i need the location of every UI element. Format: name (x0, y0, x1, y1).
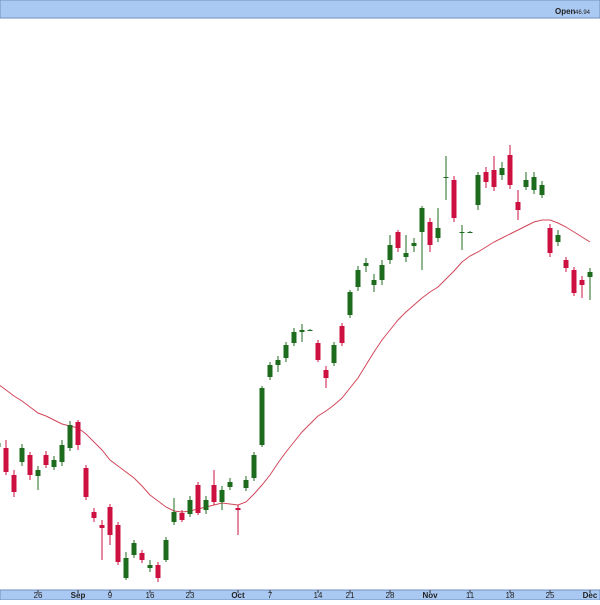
x-tick-label: Sep (71, 591, 86, 600)
candle-body (211, 485, 217, 502)
candle-body (83, 468, 89, 497)
candle-body (251, 455, 257, 478)
candle-body (531, 177, 537, 190)
x-tick-label: 16 (146, 591, 155, 600)
candle-body (411, 243, 417, 246)
candle-body (323, 370, 329, 378)
candle-body (363, 263, 369, 266)
candle-body (195, 485, 201, 513)
candle-body (443, 177, 449, 178)
candle-body (547, 228, 553, 253)
candle-body (27, 455, 33, 475)
candle-body (315, 343, 321, 360)
candle-body (347, 292, 353, 315)
candle-body (3, 448, 9, 472)
x-tick-label: Dec (583, 591, 598, 600)
x-tick-label: 21 (346, 591, 355, 600)
candle-body (427, 222, 433, 245)
candle-body (187, 500, 193, 514)
candle-body (291, 332, 297, 343)
header-label: Open (555, 7, 576, 16)
candle-body (499, 168, 505, 175)
candle-body (275, 360, 281, 365)
candle-body (451, 180, 457, 218)
x-tick-label: 14 (314, 591, 323, 600)
candle-body (139, 553, 145, 560)
candle-body (147, 565, 153, 568)
candle-body (171, 512, 177, 522)
candle-body (387, 245, 393, 260)
candle-body (99, 525, 105, 528)
x-tick-label: Oct (231, 591, 245, 600)
candle-body (435, 228, 441, 238)
candle-body (259, 388, 265, 445)
candle-body (11, 475, 17, 492)
candle-body (403, 253, 409, 257)
candle-body (155, 565, 161, 578)
candle-body (91, 512, 97, 518)
candle-body (131, 543, 137, 555)
candle-body (35, 470, 41, 476)
candle-body (59, 445, 65, 462)
x-tick-label: 25 (546, 591, 555, 600)
candle-body (555, 235, 561, 242)
x-tick-label: 7 (268, 591, 273, 600)
candle-body (339, 326, 345, 343)
moving-average (0, 219, 591, 513)
candle-body (107, 507, 113, 535)
candle-body (539, 185, 545, 195)
candle-body (467, 232, 473, 233)
candle-body (507, 155, 513, 185)
x-tick-label: Nov (422, 591, 438, 600)
candle-body (0, 443, 1, 447)
candle-body (267, 365, 273, 377)
candle-body (475, 175, 481, 205)
candle-body (419, 208, 425, 232)
candle-body (355, 270, 361, 287)
x-tick-label: 28 (386, 591, 395, 600)
candle-body (75, 422, 81, 445)
candle-body (235, 508, 241, 510)
candle-body (283, 345, 289, 358)
candle-body (483, 172, 489, 182)
candle-body (307, 330, 313, 331)
header-bar (0, 0, 600, 19)
candle-body (219, 490, 225, 502)
x-tick-label: 18 (506, 591, 515, 600)
candle-body (491, 170, 497, 187)
candle-body (67, 425, 73, 448)
candle-body (459, 232, 465, 233)
x-tick-label: 26 (34, 591, 43, 600)
candle-body (227, 482, 233, 487)
candle-body (379, 265, 385, 280)
candle-body (587, 272, 593, 277)
x-tick-label: 9 (108, 591, 113, 600)
candle-body (203, 500, 209, 510)
candle-body (515, 202, 521, 210)
x-tick-label: 11 (466, 591, 475, 600)
candle-body (43, 455, 49, 465)
candle-body (115, 525, 121, 562)
candle-body (179, 513, 185, 520)
candle-body (571, 270, 577, 293)
candle-body (163, 540, 169, 560)
candle-body (299, 330, 305, 332)
candle-body (579, 280, 585, 285)
candle-body (331, 345, 337, 363)
candle-body (19, 448, 25, 462)
candle-body (395, 232, 401, 248)
candle-body (51, 460, 57, 467)
candle-body (563, 260, 569, 268)
candle-body (371, 280, 377, 285)
candle-body (123, 558, 129, 578)
candle-body (523, 180, 529, 187)
x-tick-label: 23 (186, 591, 195, 600)
candle-body (243, 480, 249, 488)
header-value: 46.94 (575, 10, 591, 16)
